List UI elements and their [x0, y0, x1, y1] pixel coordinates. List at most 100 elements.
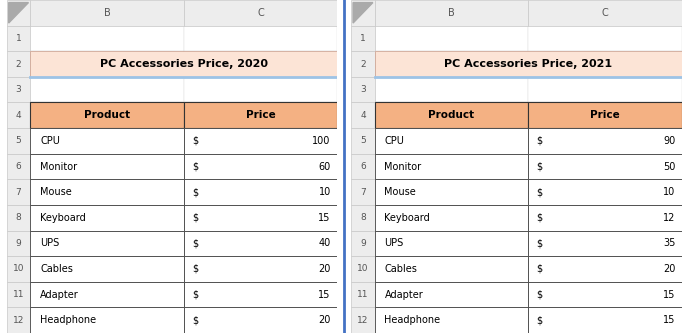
Bar: [7, 128, 30, 154]
Text: $: $: [192, 162, 198, 171]
Bar: [374, 77, 528, 103]
Bar: [374, 282, 528, 307]
Text: 12: 12: [357, 316, 369, 325]
Text: $: $: [192, 213, 198, 223]
Bar: [30, 128, 184, 154]
Bar: [184, 205, 337, 230]
Bar: [30, 128, 184, 154]
Text: $: $: [536, 136, 542, 146]
Bar: [184, 179, 337, 205]
Text: Keyboard: Keyboard: [384, 213, 430, 223]
Bar: [374, 128, 528, 154]
Bar: [528, 256, 682, 282]
Text: $: $: [192, 264, 198, 274]
Bar: [528, 154, 682, 179]
Text: $: $: [192, 290, 198, 300]
Bar: [374, 256, 528, 282]
Text: 10: 10: [663, 187, 676, 197]
Bar: [374, 26, 528, 51]
Text: Cables: Cables: [384, 264, 417, 274]
Bar: [528, 128, 682, 154]
Bar: [184, 128, 337, 154]
Bar: [184, 205, 337, 230]
Text: B: B: [104, 8, 111, 18]
Text: $: $: [536, 213, 542, 223]
Bar: [374, 307, 528, 333]
Text: 12: 12: [13, 316, 25, 325]
Bar: [184, 0, 337, 26]
Text: Price: Price: [590, 110, 620, 120]
Bar: [351, 26, 374, 51]
Bar: [7, 179, 30, 205]
Text: 6: 6: [15, 162, 22, 171]
Text: 90: 90: [663, 136, 676, 146]
Bar: [374, 230, 528, 256]
Text: 8: 8: [15, 213, 22, 222]
Text: B: B: [448, 8, 455, 18]
Bar: [528, 205, 682, 230]
Bar: [7, 77, 30, 103]
Text: 4: 4: [360, 111, 366, 120]
Bar: [528, 0, 682, 26]
Text: 100: 100: [312, 136, 331, 146]
Bar: [374, 230, 528, 256]
Text: 50: 50: [663, 162, 676, 171]
Bar: [7, 26, 30, 51]
Text: $: $: [536, 290, 542, 300]
Bar: [374, 51, 682, 77]
Bar: [184, 154, 337, 179]
Text: Mouse: Mouse: [384, 187, 416, 197]
Bar: [351, 230, 374, 256]
Text: 4: 4: [16, 111, 22, 120]
Text: $: $: [536, 187, 542, 197]
Text: Adapter: Adapter: [384, 290, 424, 300]
Text: C: C: [601, 8, 608, 18]
Bar: [30, 154, 184, 179]
Bar: [30, 77, 184, 103]
Bar: [30, 51, 184, 77]
Bar: [374, 103, 528, 128]
Bar: [30, 179, 184, 205]
Bar: [528, 282, 682, 307]
Bar: [184, 26, 337, 51]
Bar: [184, 256, 337, 282]
Text: 20: 20: [318, 264, 331, 274]
Bar: [184, 77, 337, 103]
Bar: [30, 282, 184, 307]
Bar: [528, 103, 682, 128]
Bar: [7, 230, 30, 256]
Text: PC Accessories Price, 2021: PC Accessories Price, 2021: [444, 59, 612, 69]
Text: C: C: [257, 8, 264, 18]
Text: 5: 5: [15, 137, 22, 146]
Bar: [528, 205, 682, 230]
Text: Price: Price: [246, 110, 276, 120]
Text: $: $: [536, 315, 542, 325]
Bar: [7, 103, 30, 128]
Bar: [374, 0, 528, 26]
Text: CPU: CPU: [384, 136, 405, 146]
Text: 3: 3: [360, 85, 366, 94]
Text: UPS: UPS: [40, 238, 60, 248]
Bar: [528, 26, 682, 51]
Text: 6: 6: [360, 162, 366, 171]
Text: 1: 1: [15, 34, 22, 43]
Bar: [30, 230, 184, 256]
Text: UPS: UPS: [384, 238, 404, 248]
Bar: [30, 154, 184, 179]
Bar: [351, 103, 374, 128]
Text: 11: 11: [357, 290, 369, 299]
Bar: [7, 256, 30, 282]
Text: 10: 10: [13, 264, 25, 273]
Text: 3: 3: [15, 85, 22, 94]
Bar: [184, 230, 337, 256]
Text: Product: Product: [428, 110, 475, 120]
Text: 9: 9: [15, 239, 22, 248]
Text: 60: 60: [318, 162, 331, 171]
Text: 12: 12: [663, 213, 676, 223]
Text: PC Accessories Price, 2020: PC Accessories Price, 2020: [100, 59, 268, 69]
Text: 10: 10: [357, 264, 369, 273]
Bar: [374, 179, 528, 205]
Text: Headphone: Headphone: [40, 315, 96, 325]
Bar: [351, 154, 374, 179]
Text: $: $: [536, 162, 542, 171]
